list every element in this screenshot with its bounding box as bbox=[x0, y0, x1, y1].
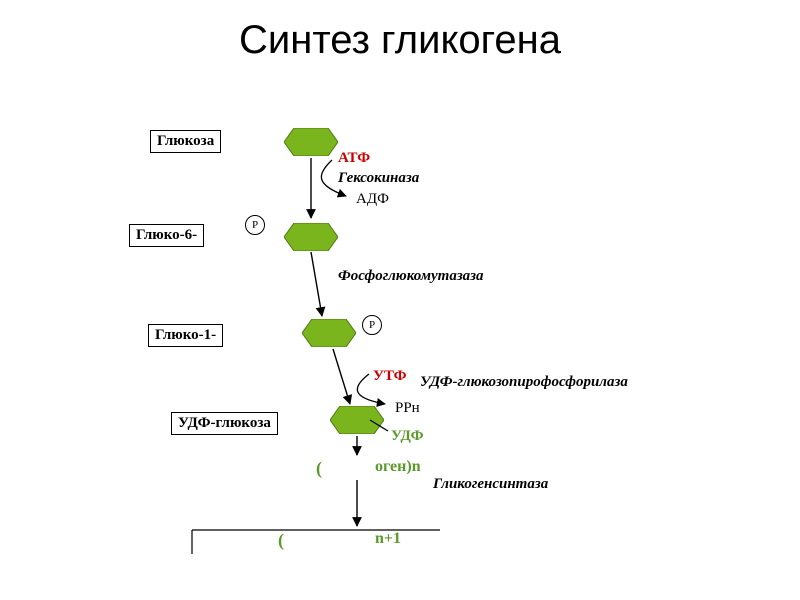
label-adp: АДФ bbox=[356, 191, 389, 208]
hexagon-icon bbox=[330, 406, 384, 434]
label-pgm: Фосфоглюкомутазаза bbox=[338, 268, 484, 285]
glycogen-n1-mid: n+1 bbox=[375, 530, 401, 548]
hexagon-icon bbox=[302, 319, 356, 347]
hexagon-icon bbox=[284, 128, 338, 156]
phosphate-marker-icon: P bbox=[245, 215, 265, 235]
label-ppi: PPн bbox=[395, 400, 420, 417]
label-hexokinase: Гексокиназа bbox=[338, 170, 419, 187]
phosphate-marker-icon: P bbox=[362, 315, 382, 335]
label-gsynthase: Гликогенсинтаза bbox=[433, 476, 548, 493]
glycogen-n-mid: оген)n bbox=[375, 458, 421, 476]
label-udp: УДФ bbox=[391, 428, 424, 445]
glycogen-n-open: ( bbox=[316, 458, 322, 479]
label-utp: УТФ bbox=[373, 368, 407, 385]
page-title: Синтез гликогена bbox=[0, 18, 800, 63]
label-g6: Глюко-6- bbox=[129, 224, 204, 247]
diagram-arrows bbox=[0, 0, 800, 600]
hexagon-icon bbox=[284, 223, 338, 251]
label-glucose: Глюкоза bbox=[150, 130, 221, 153]
label-udp-glucose: УДФ-глюкоза bbox=[171, 412, 278, 435]
label-g1: Глюко-1- bbox=[148, 324, 223, 347]
label-pyrophos: УДФ-глюкозопирофосфорилаза bbox=[420, 374, 628, 391]
label-atp: АТФ bbox=[338, 150, 370, 167]
glycogen-n1-open: ( bbox=[278, 530, 284, 551]
